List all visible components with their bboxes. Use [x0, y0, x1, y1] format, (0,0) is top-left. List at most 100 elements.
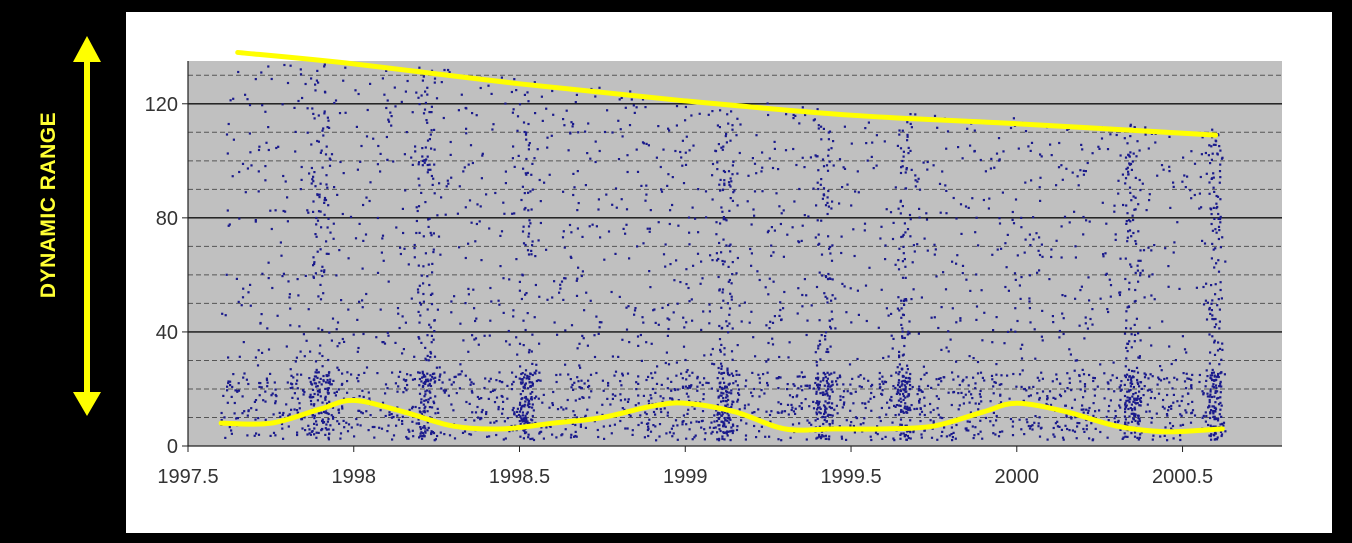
- data-point: [434, 376, 437, 379]
- data-point: [826, 301, 829, 304]
- data-point: [900, 432, 903, 435]
- data-point: [232, 97, 235, 100]
- data-point: [909, 419, 912, 422]
- data-point: [1105, 415, 1108, 418]
- data-point: [736, 398, 740, 401]
- data-point: [658, 423, 662, 426]
- data-point: [1083, 430, 1086, 433]
- data-point: [257, 170, 260, 173]
- data-point: [261, 351, 264, 354]
- data-point: [266, 327, 269, 330]
- data-point: [339, 432, 343, 435]
- data-point: [1065, 414, 1068, 417]
- data-point: [1142, 394, 1145, 397]
- data-point: [396, 307, 400, 310]
- data-point: [318, 193, 321, 196]
- data-point: [321, 129, 324, 132]
- data-point: [531, 419, 534, 422]
- data-point: [402, 391, 405, 394]
- data-point: [421, 159, 424, 162]
- data-point: [531, 382, 534, 385]
- data-point: [478, 397, 481, 400]
- x-tick-label: 1998: [332, 466, 377, 488]
- data-point: [1101, 201, 1104, 204]
- data-point: [908, 332, 911, 335]
- data-point: [434, 438, 437, 441]
- data-point: [412, 435, 415, 438]
- data-point: [344, 111, 347, 114]
- data-point: [1135, 366, 1139, 369]
- data-point: [483, 386, 486, 390]
- data-point: [907, 146, 910, 149]
- data-point: [871, 383, 874, 386]
- data-point: [235, 277, 238, 280]
- data-point: [831, 380, 834, 383]
- data-point: [422, 75, 425, 78]
- data-point: [907, 152, 910, 155]
- data-point: [399, 246, 402, 249]
- data-point: [1036, 271, 1039, 274]
- data-point: [808, 405, 811, 408]
- data-point: [1066, 427, 1069, 431]
- data-point: [654, 321, 657, 324]
- data-point: [405, 389, 408, 392]
- data-point: [303, 391, 306, 394]
- data-point: [324, 91, 327, 94]
- data-point: [413, 355, 416, 358]
- data-point: [518, 103, 522, 106]
- data-point: [1031, 428, 1034, 431]
- data-point: [750, 310, 753, 313]
- data-point: [1082, 408, 1085, 411]
- data-point: [424, 375, 427, 378]
- data-point: [313, 261, 316, 264]
- data-point: [589, 299, 592, 302]
- data-point: [551, 89, 554, 93]
- data-point: [338, 249, 341, 252]
- data-point: [656, 365, 659, 368]
- data-point: [1133, 406, 1136, 409]
- data-point: [345, 421, 348, 424]
- data-point: [413, 243, 416, 247]
- data-point: [902, 398, 905, 401]
- data-point: [1002, 150, 1005, 153]
- data-point: [1147, 377, 1150, 380]
- data-point: [804, 384, 807, 387]
- data-point: [621, 135, 624, 138]
- data-point: [1113, 210, 1116, 213]
- data-point: [309, 433, 312, 436]
- data-point: [457, 373, 460, 376]
- data-point: [1214, 384, 1218, 387]
- data-point: [1219, 176, 1222, 179]
- data-point: [520, 397, 523, 401]
- data-point: [900, 299, 903, 302]
- data-point: [816, 408, 819, 411]
- data-point: [1091, 323, 1094, 326]
- data-point: [697, 420, 701, 424]
- data-point: [521, 411, 524, 414]
- data-point: [1062, 317, 1065, 320]
- data-point: [822, 127, 825, 130]
- data-point: [1212, 379, 1215, 382]
- data-point: [949, 338, 952, 341]
- data-point: [1134, 419, 1137, 422]
- data-point: [842, 390, 846, 393]
- data-point: [1135, 317, 1138, 320]
- data-point: [821, 158, 825, 161]
- data-point: [668, 318, 671, 321]
- data-point: [737, 392, 740, 395]
- data-point: [716, 411, 720, 414]
- data-point: [1115, 376, 1118, 379]
- data-point: [422, 373, 426, 376]
- data-point: [539, 200, 542, 203]
- data-point: [573, 435, 576, 438]
- data-point: [231, 385, 234, 388]
- data-point: [995, 419, 998, 422]
- data-point: [777, 168, 780, 171]
- data-point: [729, 139, 732, 142]
- data-point: [314, 272, 317, 275]
- data-point: [635, 106, 638, 109]
- data-point: [1186, 175, 1189, 178]
- data-point: [1036, 376, 1039, 379]
- data-point: [897, 413, 901, 416]
- data-point: [775, 192, 778, 195]
